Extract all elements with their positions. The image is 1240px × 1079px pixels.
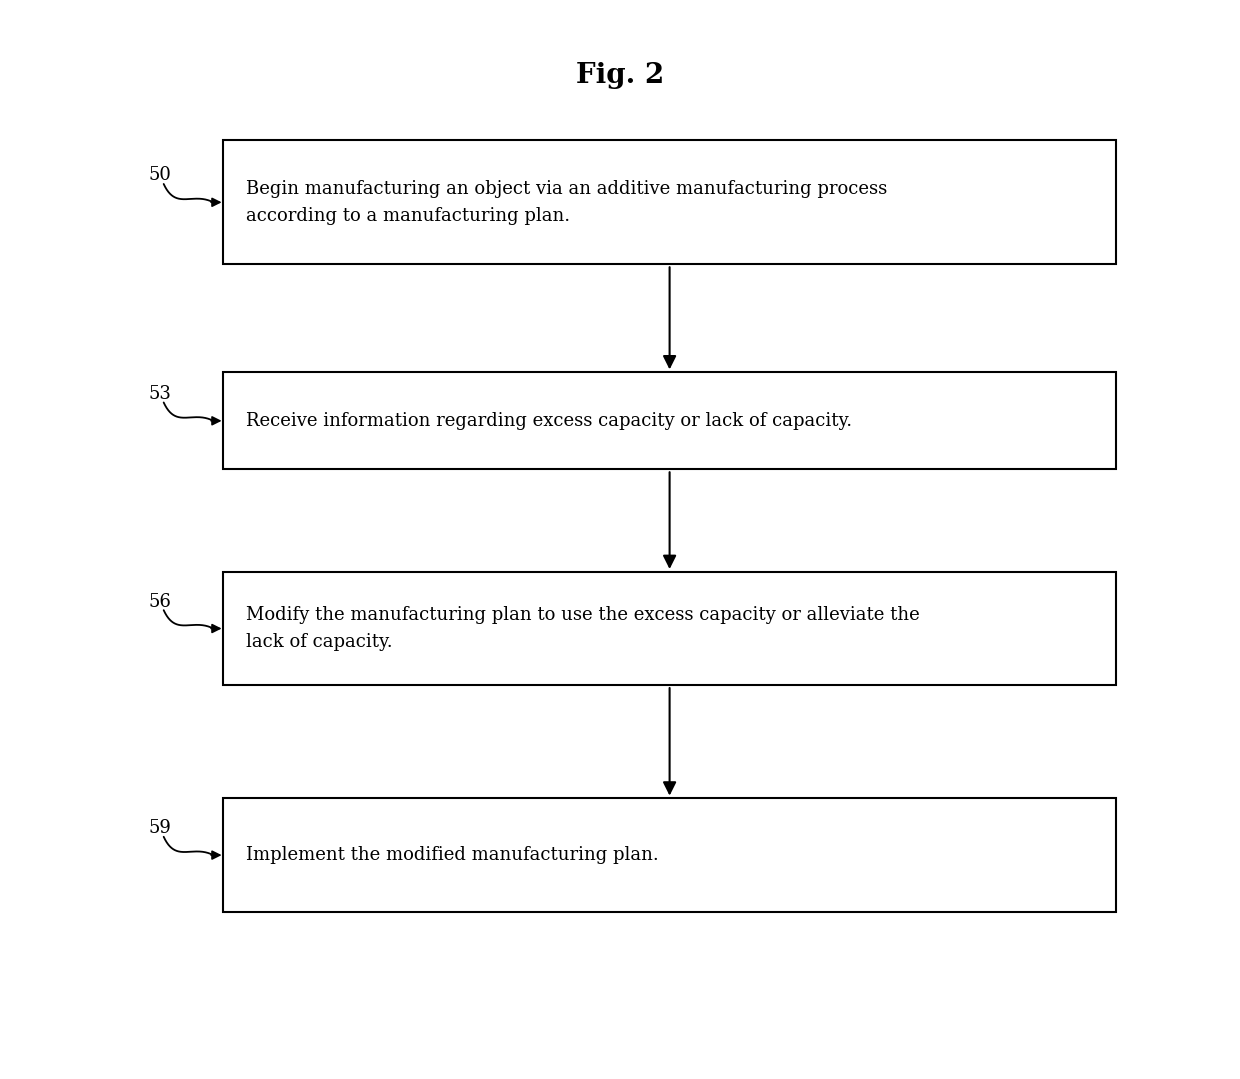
FancyBboxPatch shape — [223, 798, 1116, 912]
Text: Fig. 2: Fig. 2 — [575, 62, 665, 90]
Text: Receive information regarding excess capacity or lack of capacity.: Receive information regarding excess cap… — [246, 412, 852, 429]
Text: Implement the modified manufacturing plan.: Implement the modified manufacturing pla… — [246, 846, 658, 864]
FancyBboxPatch shape — [223, 572, 1116, 685]
FancyBboxPatch shape — [223, 372, 1116, 469]
Text: 50: 50 — [149, 166, 171, 185]
Text: Modify the manufacturing plan to use the excess capacity or alleviate the
lack o: Modify the manufacturing plan to use the… — [246, 606, 919, 651]
Text: 53: 53 — [149, 385, 171, 402]
FancyBboxPatch shape — [223, 140, 1116, 264]
Text: Begin manufacturing an object via an additive manufacturing process
according to: Begin manufacturing an object via an add… — [246, 180, 887, 224]
Text: 59: 59 — [149, 819, 171, 837]
Text: 56: 56 — [149, 592, 171, 611]
